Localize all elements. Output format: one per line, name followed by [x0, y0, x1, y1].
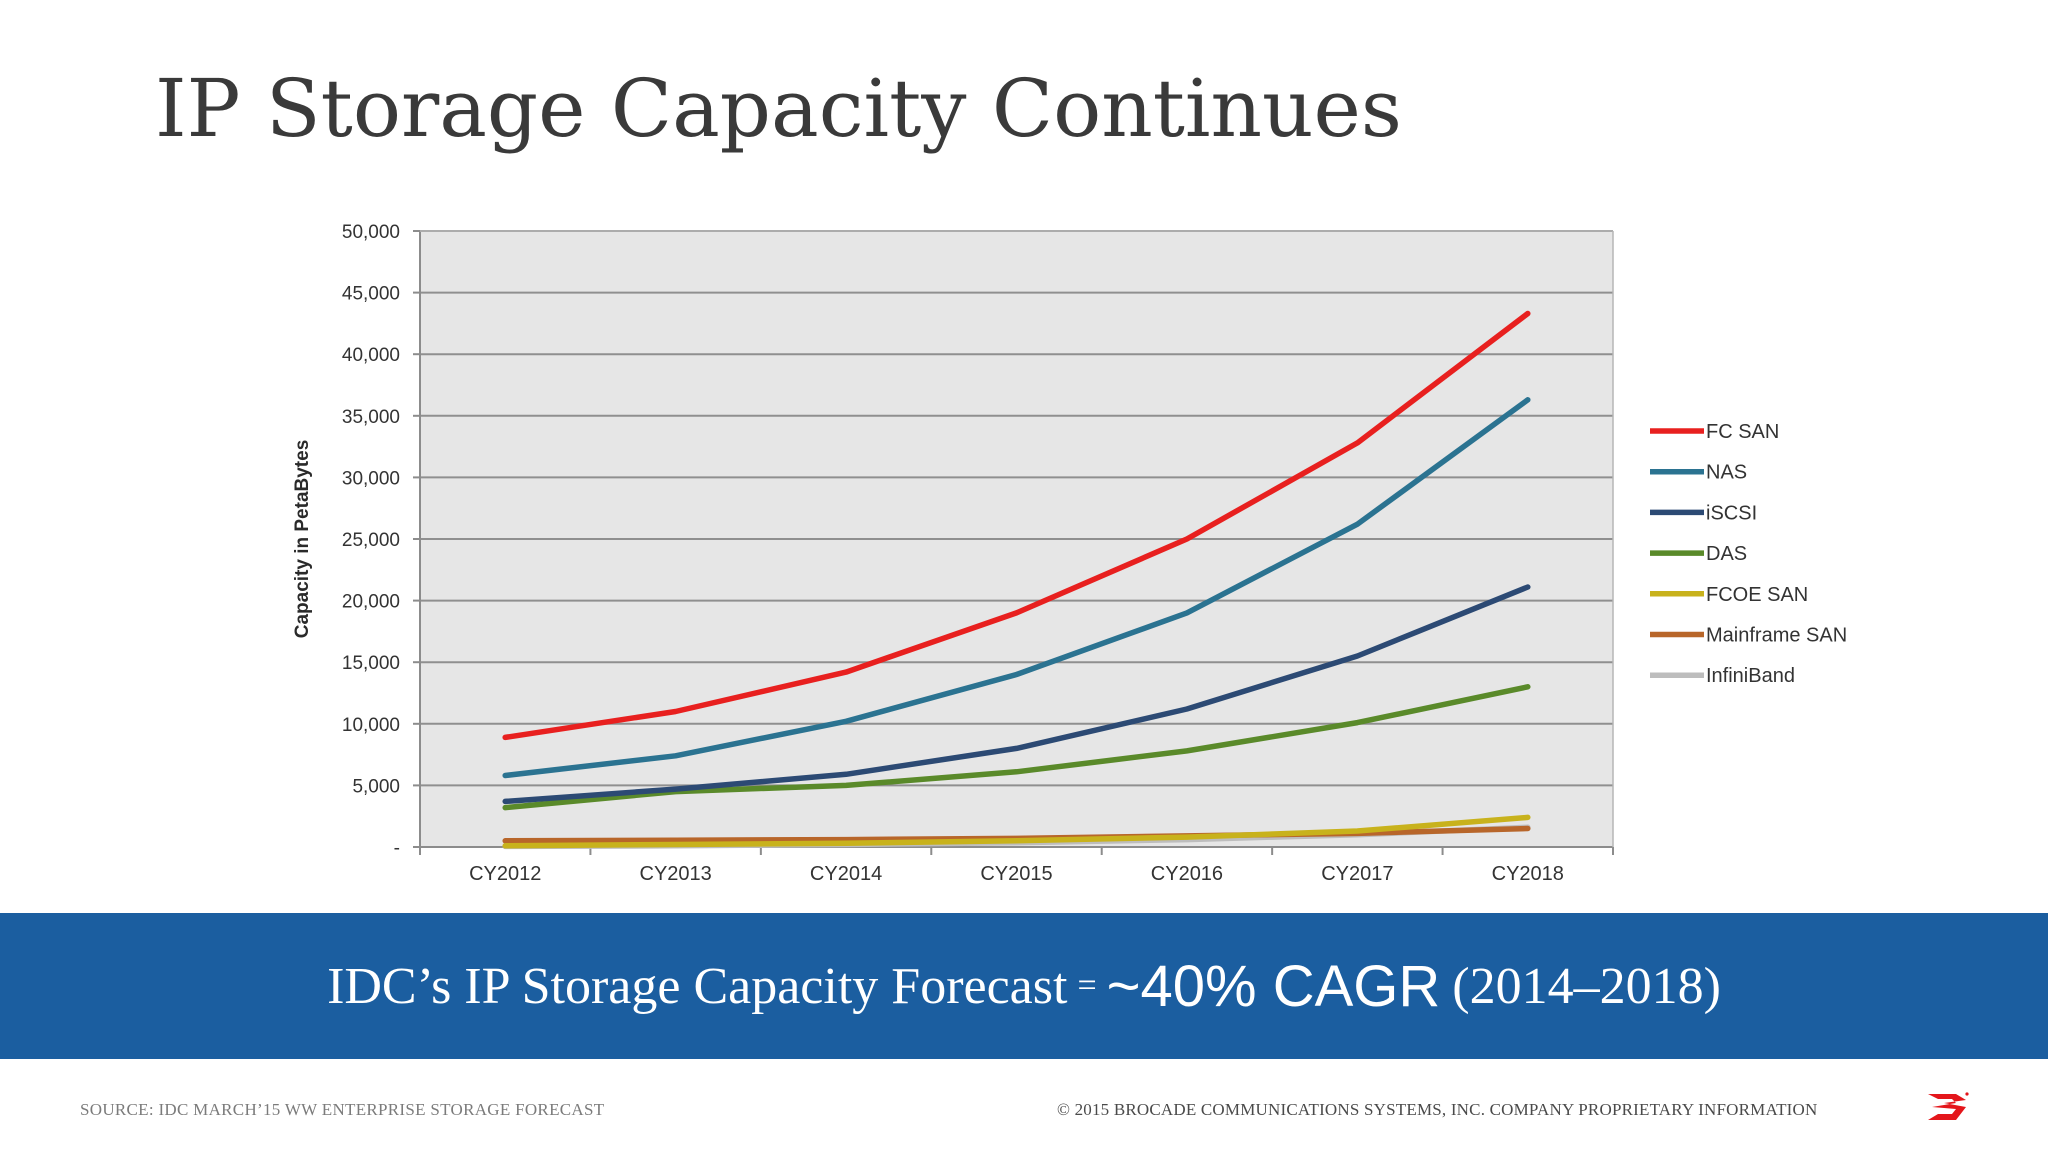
banner-text-cagr: ~40% CAGR: [1106, 953, 1441, 1019]
x-tick-labels: CY2012 CY2013 CY2014 CY2015 CY2016 CY2017 CY20…: [419, 847, 1614, 885]
banner-text-forecast: IDC’s IP Storage Capacity Forecast: [327, 957, 1068, 1015]
x-tick-label: CY2015: [980, 863, 1052, 885]
legend-label: InfiniBand: [1706, 665, 1795, 687]
x-tick-label: CY2018: [1492, 863, 1564, 885]
y-tick-label: 25,000: [342, 530, 400, 551]
brocade-logo-icon: [1928, 1092, 1969, 1120]
legend-label: NAS: [1706, 462, 1747, 484]
banner-text-years: (2014–2018): [1452, 957, 1721, 1015]
x-tick-label: CY2017: [1321, 863, 1393, 885]
y-tick-label: 40,000: [342, 345, 400, 366]
y-tick-label: 50,000: [342, 222, 400, 243]
series-line-nas: [502, 397, 1531, 779]
x-tick-label: CY2013: [640, 863, 712, 885]
banner-text-equals: =: [1077, 967, 1097, 1004]
y-tick-labels: - 5,000 10,000 15,000 20,000 25,000 30,000 35,0…: [342, 222, 400, 859]
legend-label: Mainframe SAN: [1706, 625, 1847, 647]
y-tick-label: -: [394, 838, 400, 859]
y-tick-label: 35,000: [342, 407, 400, 428]
y-tick-label: 10,000: [342, 715, 400, 736]
gridlines: [413, 230, 1613, 848]
footer-source: SOURCE: IDC MARCH’15 WW ENTERPRISE STORA…: [80, 1100, 605, 1119]
legend: FC SAN NAS iSCSI DAS FCOE SAN Mainframe SAN In…: [1650, 421, 1847, 687]
legend-label: FCOE SAN: [1706, 584, 1808, 606]
series-lines: [502, 310, 1531, 850]
y-tick-label: 15,000: [342, 653, 400, 674]
y-tick-label: 5,000: [352, 776, 400, 797]
x-tick-label: CY2016: [1151, 863, 1223, 885]
cagr-banner: IDC’s IP Storage Capacity Forecast = ~40…: [0, 913, 2048, 1059]
y-tick-label: 45,000: [342, 284, 400, 305]
y-tick-label: 20,000: [342, 592, 400, 613]
x-tick-label: CY2014: [810, 863, 882, 885]
legend-label: iSCSI: [1706, 502, 1757, 524]
legend-label: DAS: [1706, 543, 1747, 565]
footer-copyright: © 2015 BROCADE COMMUNICATIONS SYSTEMS, I…: [1057, 1100, 1818, 1119]
x-tick-label: CY2012: [469, 863, 541, 885]
series-line-iscsi: [502, 584, 1531, 805]
legend-label: FC SAN: [1706, 421, 1779, 443]
line-chart: - 5,000 10,000 15,000 20,000 25,000 30,000 35,0…: [292, 222, 1847, 885]
series-line-fc-san: [502, 310, 1531, 741]
y-tick-label: 30,000: [342, 468, 400, 489]
y-axis-title: Capacity in PetaBytes: [292, 440, 313, 639]
chart-container: - 5,000 10,000 15,000 20,000 25,000 30,000 35,0…: [292, 222, 1847, 885]
series-line-fcoe-san: [502, 814, 1531, 849]
slide-title: IP Storage Capacity Continues: [155, 62, 1402, 155]
